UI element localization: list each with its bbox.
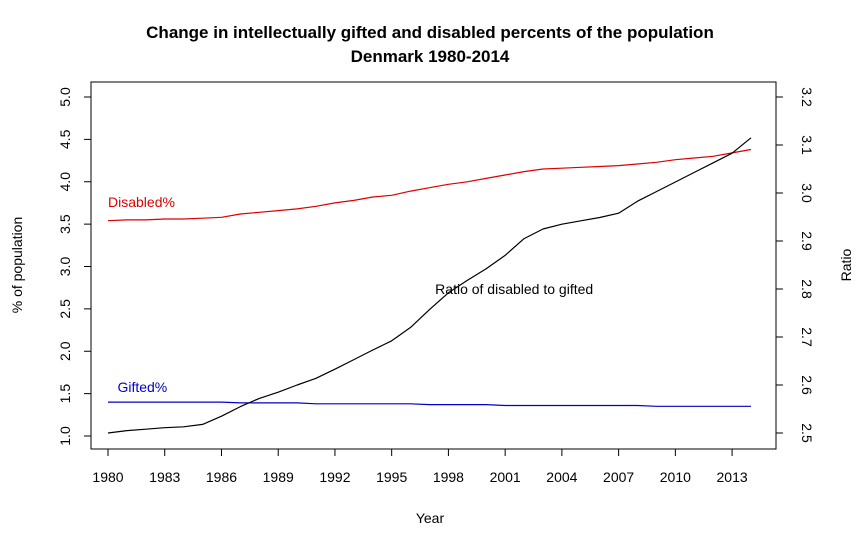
y-tick-label-left: 2.5 [57, 299, 73, 319]
x-tick-label: 2013 [717, 469, 748, 485]
y-axis-label-right: Ratio [838, 248, 854, 281]
y-tick-label-left: 4.0 [57, 172, 73, 192]
x-axis: 1980 1983 1986 1989 1992 1995 1998 2001 2004 2007… [92, 448, 751, 485]
y-tick-label-left: 4.5 [57, 129, 73, 149]
plot-frame [90, 81, 777, 450]
series-layer [107, 137, 752, 434]
x-tick-label: 1992 [319, 469, 350, 485]
annotation-gifted: Gifted% [117, 379, 167, 395]
series-line-gifted [108, 401, 751, 407]
x-tick-label: 2001 [490, 469, 521, 485]
series-line-ratio-of-disabled-to-gifted [107, 137, 752, 434]
y-tick-label-left: 1.5 [57, 384, 73, 404]
annotation-ratio-of-disabled-to-gifted: Ratio of disabled to gifted [435, 281, 593, 297]
y-axis-right: 2.5 2.6 2.7 2.8 2.9 3.0 3.1 3.2 [775, 87, 815, 443]
x-tick-label: 1986 [206, 469, 237, 485]
y-tick-label-left: 5.0 [57, 87, 73, 107]
y-tick-label-right: 2.6 [799, 375, 815, 395]
x-tick-label: 2007 [603, 469, 634, 485]
y-tick-label-right: 2.7 [799, 327, 815, 347]
series-line-disabled [107, 148, 752, 222]
y-tick-label-right: 3.0 [799, 183, 815, 203]
x-tick-label: 2010 [660, 469, 691, 485]
y-tick-label-left: 3.5 [57, 214, 73, 234]
y-tick-label-right: 2.5 [799, 423, 815, 443]
x-tick-label: 1980 [92, 469, 123, 485]
chart-subtitle: Denmark 1980-2014 [351, 47, 510, 66]
y-tick-label-right: 3.2 [799, 87, 815, 107]
y-tick-label-right: 2.9 [799, 231, 815, 251]
y-axis-label-left: % of population [9, 217, 25, 314]
y-tick-label-right: 3.1 [799, 135, 815, 155]
y-tick-label-right: 2.8 [799, 279, 815, 299]
x-tick-label: 2004 [546, 469, 577, 485]
chart-title: Change in intellectually gifted and disa… [146, 23, 714, 42]
x-tick-label: 1998 [433, 469, 464, 485]
y-tick-label-left: 2.0 [57, 341, 73, 361]
x-axis-label: Year [416, 510, 445, 526]
annotation-layer: Disabled% Gifted% Ratio of disabled to gif… [108, 194, 593, 395]
y-tick-label-left: 1.0 [57, 426, 73, 446]
y-axis-left: 1.0 1.5 2.0 2.5 3.0 3.5 4.0 4.5 5.0 [57, 87, 92, 446]
annotation-disabled: Disabled% [108, 194, 175, 210]
x-tick-label: 1983 [149, 469, 180, 485]
x-tick-label: 1995 [376, 469, 407, 485]
x-tick-label: 1989 [263, 469, 294, 485]
y-tick-label-left: 3.0 [57, 257, 73, 277]
